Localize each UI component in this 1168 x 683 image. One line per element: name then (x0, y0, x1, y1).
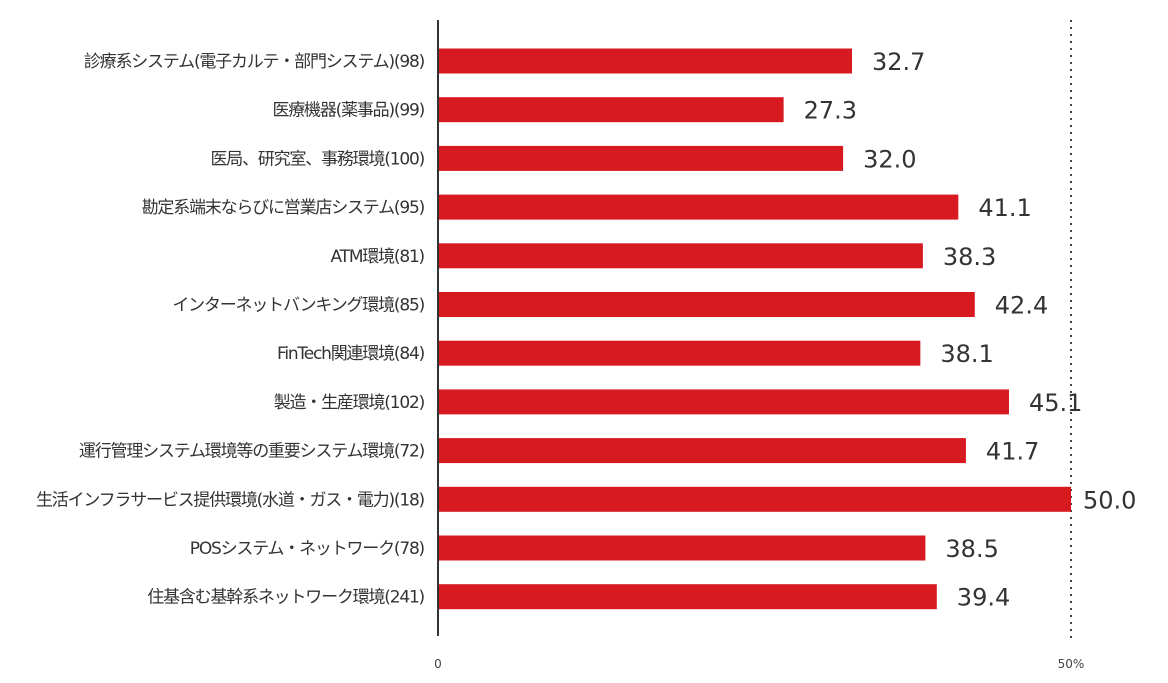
value-label: 32.0 (863, 145, 916, 173)
bar (438, 48, 852, 74)
category-label: FinTech関連環境(84) (277, 344, 425, 364)
category-label: 製造・生産環境(102) (274, 393, 425, 413)
value-label: 50.0 (1083, 486, 1136, 514)
bar (438, 340, 921, 366)
bar (438, 243, 923, 269)
value-label: 38.5 (945, 535, 998, 563)
value-label: 39.4 (957, 584, 1010, 612)
value-label: 41.7 (986, 438, 1039, 466)
category-label: 医局、研究室、事務環境(100) (210, 149, 424, 169)
bar (438, 389, 1009, 415)
value-label: 41.1 (978, 194, 1031, 222)
x-tick-label: 50% (1058, 657, 1085, 671)
bar (438, 438, 966, 464)
category-label: POSシステム・ネットワーク(78) (190, 539, 425, 559)
x-tick-label: 0 (434, 657, 442, 671)
value-label: 45.1 (1029, 389, 1082, 417)
bar (438, 535, 926, 561)
bar (438, 584, 937, 610)
category-label: 生活インフラサービス提供環境(水道・ガス・電力)(18) (36, 490, 425, 510)
category-label: インターネットバンキング環境(85) (172, 296, 424, 316)
value-label: 32.7 (872, 48, 925, 76)
category-label: 診療系システム(電子カルテ・部門システム)(98) (84, 52, 425, 72)
category-label: 運行管理システム環境等の重要システム環境(72) (79, 442, 425, 462)
value-label: 27.3 (804, 97, 857, 125)
category-label: 医療機器(薬事品)(99) (272, 101, 424, 121)
bar (438, 486, 1071, 512)
bar (438, 292, 975, 317)
category-label: 住基含む基幹系ネットワーク環境(241) (147, 587, 424, 608)
category-label: ATM環境(81) (331, 247, 425, 267)
category-label: 勘定系端末ならびに営業店システム(95) (142, 198, 425, 218)
bar (438, 97, 784, 123)
value-label: 42.4 (995, 292, 1048, 320)
value-label: 38.3 (943, 243, 996, 271)
value-label: 38.1 (940, 340, 993, 368)
bar (438, 145, 844, 171)
bar (438, 194, 959, 220)
